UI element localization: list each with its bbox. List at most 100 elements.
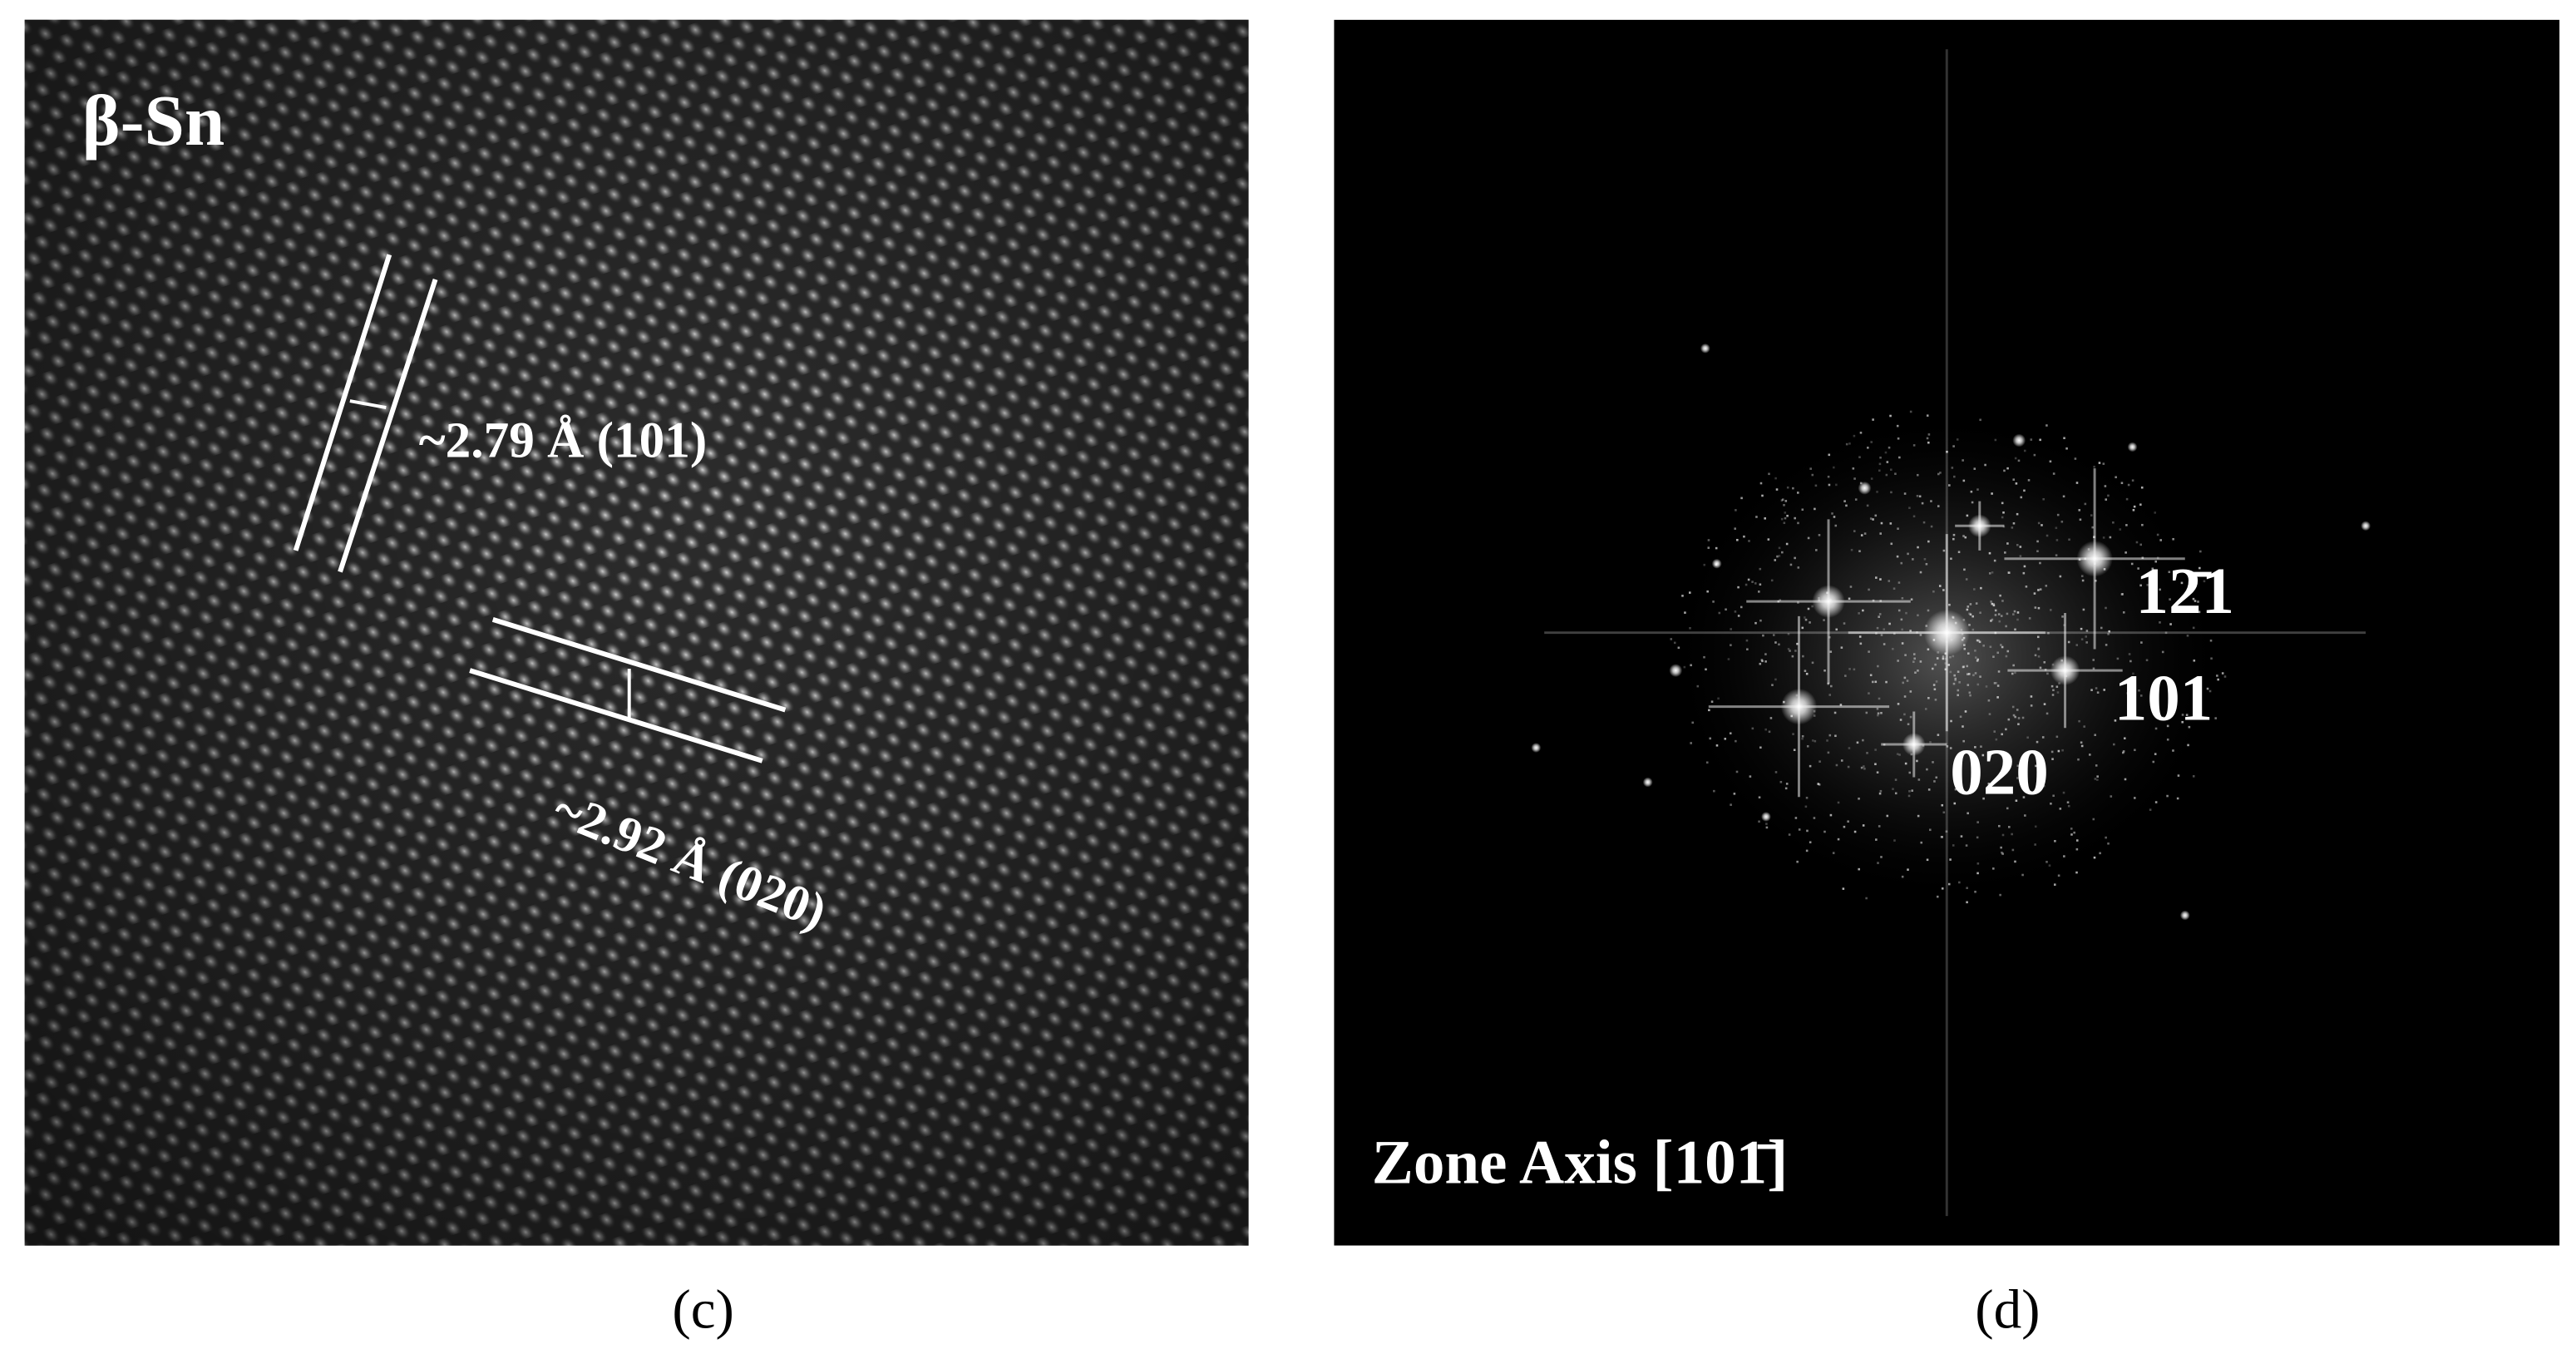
speckle	[1886, 461, 1889, 463]
speckle	[1755, 516, 1758, 518]
speckle	[2188, 725, 2191, 729]
speckle	[1774, 641, 1777, 644]
speckle	[2030, 704, 2033, 707]
speckle	[1794, 556, 1796, 560]
speckle	[1897, 703, 1900, 705]
fft-panel: 12̄1 101 020 Zone Axis [101̄]	[1334, 19, 2560, 1246]
speckle	[2198, 706, 2202, 709]
speckle	[1995, 738, 1998, 741]
speckle	[2159, 621, 2161, 624]
speckle	[2166, 794, 2169, 798]
speckle	[2014, 715, 2016, 719]
speckle	[1785, 542, 1789, 546]
speckle	[2135, 541, 2139, 544]
speckle	[2130, 562, 2134, 566]
speckle	[1858, 550, 1861, 552]
speckle	[1990, 600, 1992, 603]
speckle	[1774, 559, 1777, 561]
diffraction-spot	[2127, 442, 2138, 452]
speckle	[1792, 487, 1794, 490]
speckle	[1969, 694, 1971, 697]
speckle	[1710, 700, 1714, 703]
speckle	[1949, 655, 1952, 659]
speckle	[2187, 744, 2189, 747]
speckle	[2019, 546, 2022, 548]
speckle	[2013, 610, 2016, 613]
speckle	[1858, 635, 1862, 638]
speckle	[1995, 681, 1998, 684]
speckle	[1921, 502, 1924, 505]
speckle	[2001, 600, 2004, 602]
speckle	[1869, 517, 1873, 520]
speckle	[1866, 504, 1869, 507]
speckle	[2048, 864, 2051, 867]
speckle	[2094, 734, 2096, 737]
panel-label: (d)	[1975, 1277, 2040, 1340]
speckle	[1926, 437, 1929, 440]
speckle	[2052, 472, 2055, 475]
speckle	[2019, 555, 2022, 557]
speckle	[1706, 590, 1709, 593]
speckle	[1971, 501, 1974, 504]
speckle	[2006, 807, 2009, 810]
speckle	[2035, 764, 2037, 768]
speckle	[1942, 655, 1945, 658]
speckle	[2005, 728, 2007, 731]
speckle	[1829, 650, 1833, 653]
speckle	[2161, 716, 2164, 719]
speckle	[1889, 522, 1893, 525]
speckle	[1994, 614, 1997, 616]
speckle	[2193, 660, 2196, 662]
speckle	[1966, 514, 1969, 517]
speckle	[1935, 776, 1938, 779]
speckle	[1974, 656, 1977, 659]
speckle	[1950, 557, 1952, 561]
speckle	[2109, 536, 2112, 539]
speckle	[1967, 673, 1971, 675]
speckle	[2093, 465, 2095, 468]
speckle	[1894, 472, 1897, 475]
speckle	[1913, 657, 1916, 660]
speckle	[1765, 823, 1768, 825]
speckle	[1868, 692, 1870, 694]
speckle	[1735, 739, 1737, 743]
speckle	[1833, 516, 1836, 518]
speckle	[1859, 432, 1863, 434]
speckle	[1833, 711, 1837, 714]
speckle	[1691, 721, 1695, 724]
speckle	[1905, 611, 1907, 615]
speckle	[2006, 467, 2009, 470]
speckle	[1976, 639, 1979, 642]
speckle	[1835, 628, 1838, 631]
speckle	[1794, 817, 1798, 819]
speckle	[1926, 414, 1929, 417]
speckle	[2067, 640, 2070, 644]
speckle	[1689, 626, 1691, 630]
speckle	[2075, 871, 2078, 874]
speckle	[1848, 668, 1851, 670]
speckle	[1709, 737, 1712, 740]
speckle	[1829, 813, 1833, 817]
speckle	[1952, 655, 1955, 658]
speckle	[1934, 663, 1937, 666]
speckle	[1832, 852, 1835, 854]
speckle	[1893, 839, 1896, 842]
speckle	[1880, 856, 1883, 858]
speckle	[1880, 711, 1883, 714]
speckle	[1973, 588, 1976, 591]
speckle	[1962, 665, 1965, 669]
speckle	[2028, 617, 2031, 620]
speckle	[1932, 684, 1936, 686]
speckle	[2014, 671, 2016, 675]
speckle	[1764, 653, 1767, 655]
speckle	[1787, 633, 1790, 635]
speckle	[1996, 651, 2000, 655]
speckle	[2090, 514, 2093, 516]
speckle	[1923, 558, 1927, 561]
speckle	[2021, 873, 2024, 877]
speckle	[1907, 552, 1909, 556]
speckle	[1806, 829, 1809, 833]
speckle	[2051, 758, 2054, 760]
speckle	[2037, 521, 2041, 525]
speckle	[1853, 668, 1856, 671]
